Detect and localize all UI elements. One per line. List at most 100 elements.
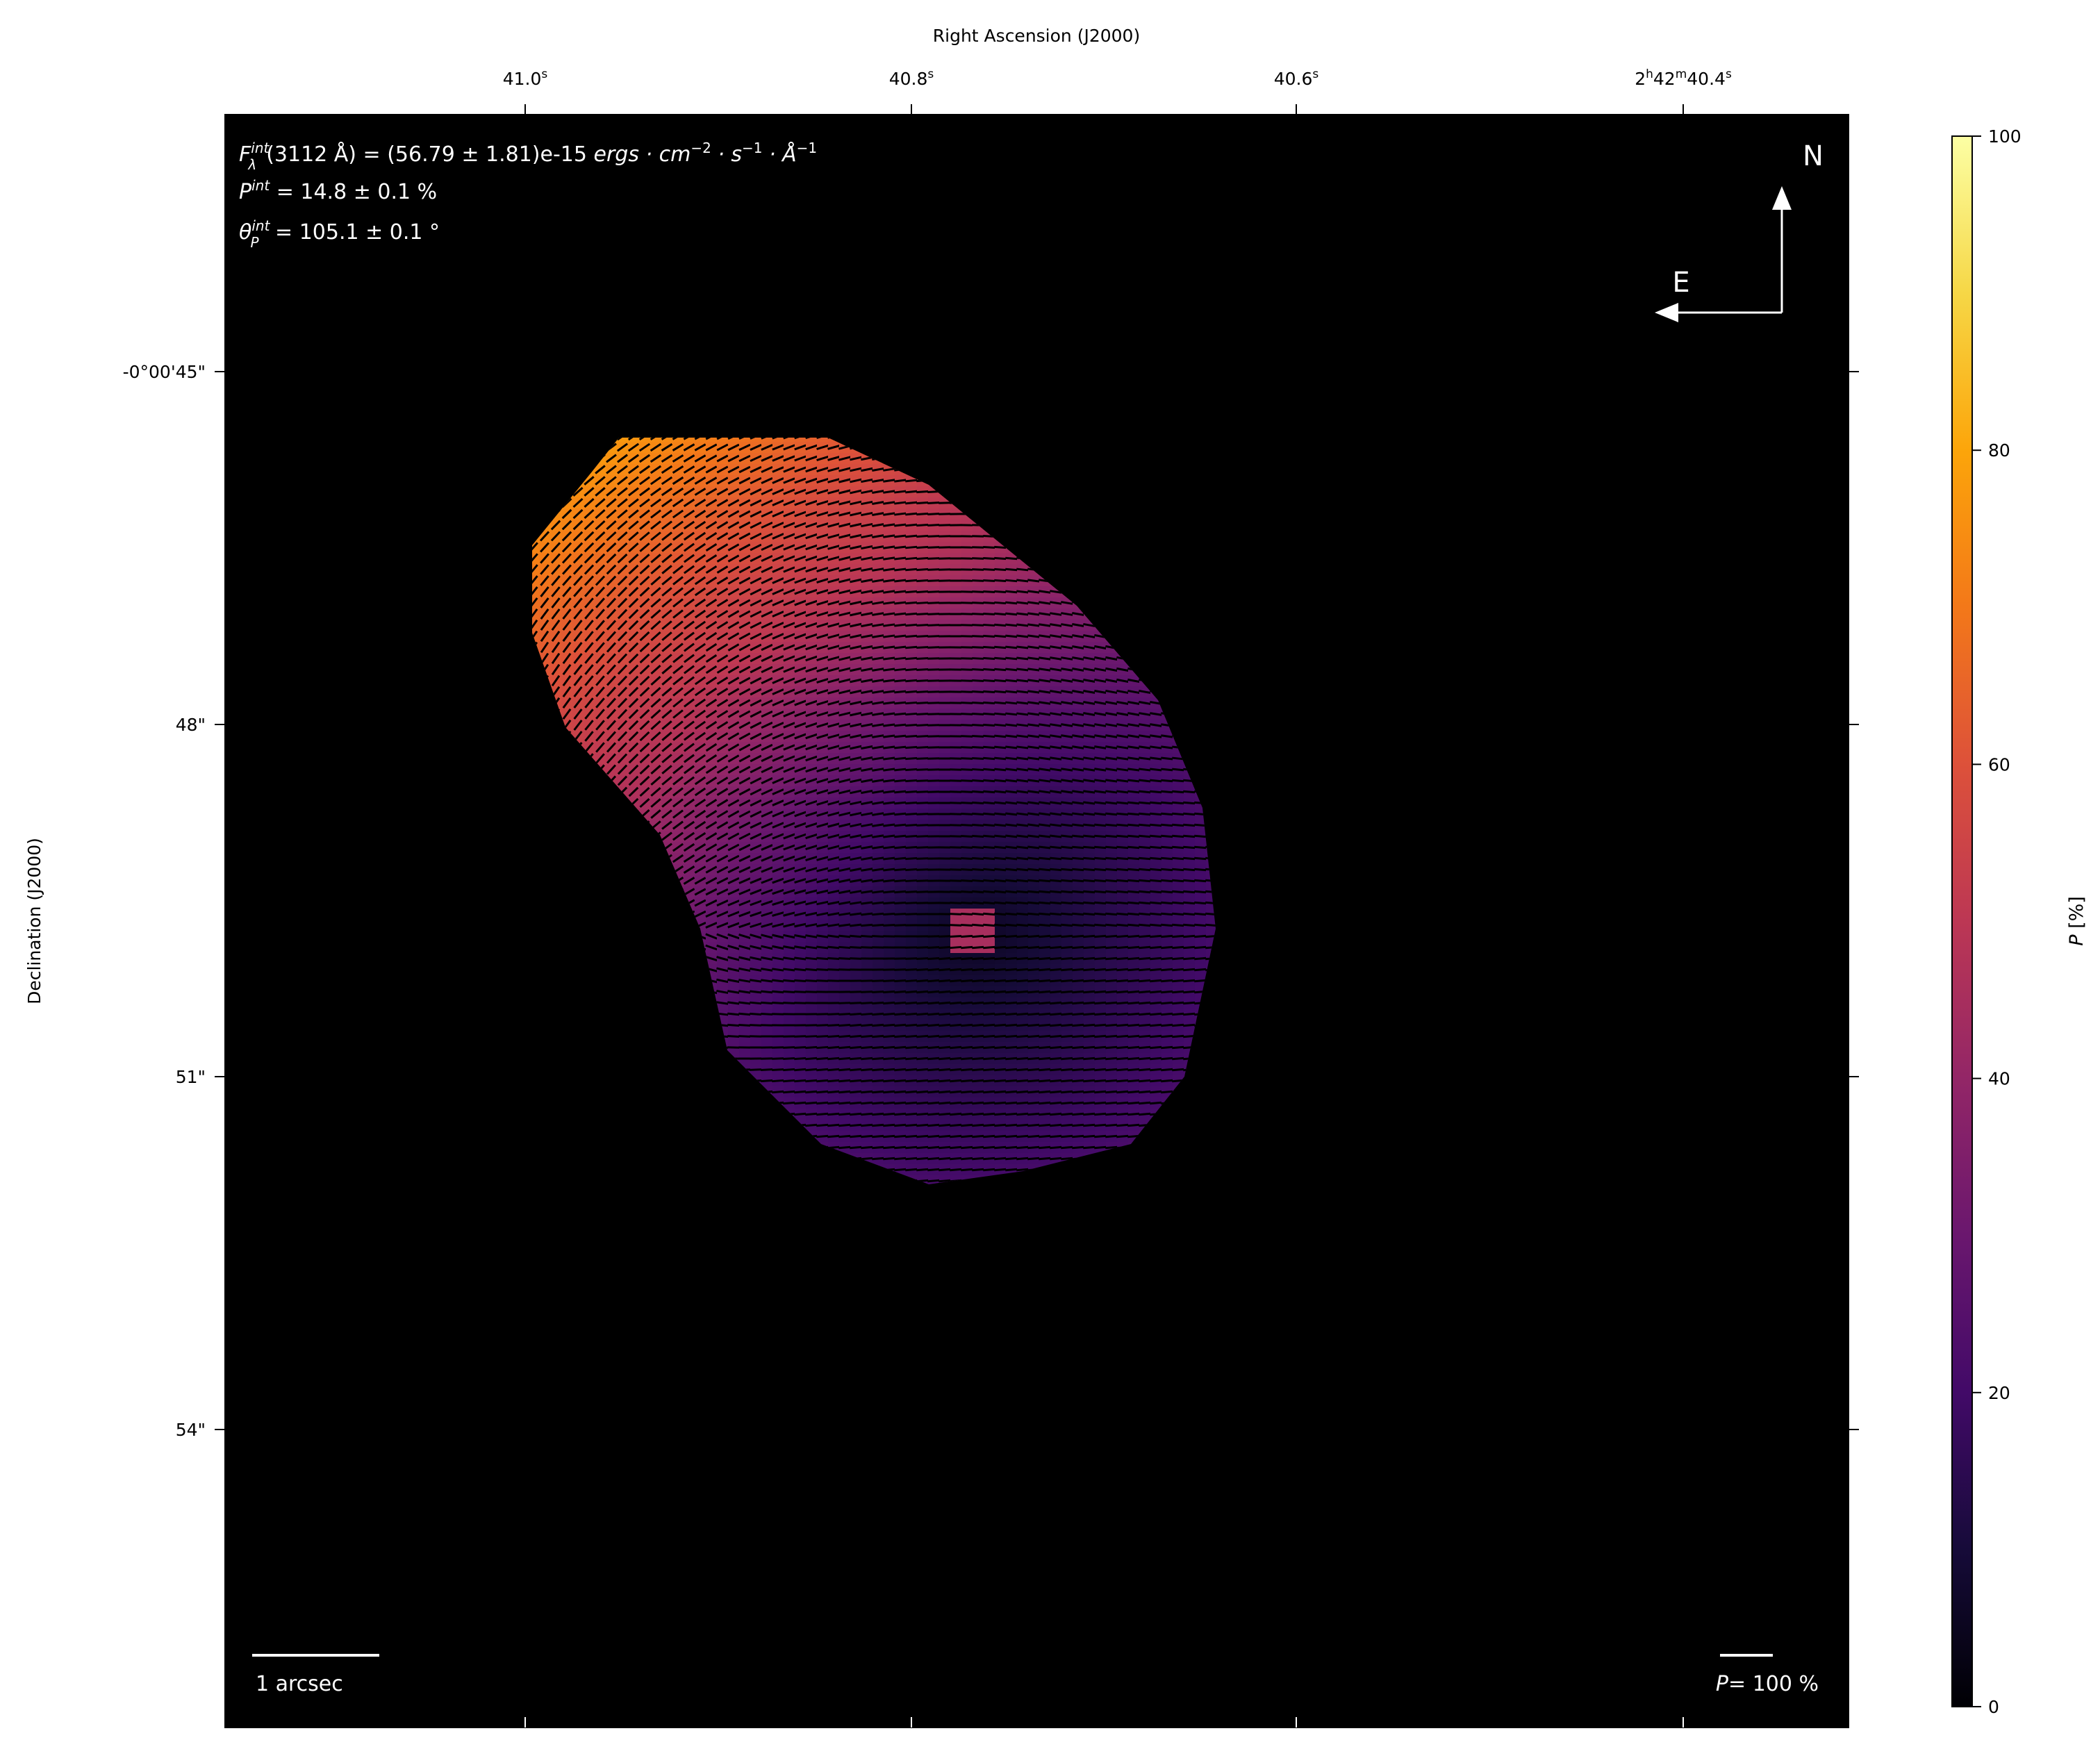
pol-vector bbox=[783, 488, 795, 495]
pol-vector bbox=[950, 846, 962, 849]
pol-vector bbox=[561, 520, 572, 531]
pol-vector bbox=[916, 579, 929, 583]
pol-vector bbox=[772, 555, 784, 562]
pol-vector bbox=[916, 824, 929, 827]
pol-vector bbox=[1016, 768, 1029, 772]
pol-vector bbox=[827, 567, 840, 572]
pol-vector bbox=[816, 477, 829, 484]
pol-vector bbox=[628, 487, 639, 497]
pol-vector bbox=[694, 454, 706, 463]
pol-vector bbox=[994, 656, 1007, 661]
pol-vector bbox=[994, 768, 1007, 772]
pol-vector bbox=[939, 524, 951, 527]
pol-vector bbox=[584, 564, 595, 575]
pol-vector bbox=[1183, 790, 1196, 794]
pol-vector bbox=[1094, 801, 1107, 805]
pol-vector bbox=[1139, 790, 1151, 794]
pol-vector bbox=[705, 465, 718, 474]
pol-cell bbox=[795, 438, 806, 442]
pol-vector bbox=[1005, 690, 1018, 694]
pol-vector bbox=[927, 535, 940, 538]
pol-vector bbox=[794, 444, 807, 451]
pol-vector bbox=[572, 497, 584, 508]
pol-vector bbox=[617, 498, 628, 508]
pol-vector bbox=[606, 564, 617, 575]
pol-vector bbox=[894, 679, 907, 683]
pol-vector bbox=[1005, 779, 1018, 783]
pol-vector bbox=[838, 533, 851, 539]
pol-vector bbox=[927, 613, 940, 615]
pol-vector bbox=[694, 520, 706, 530]
pol-vector bbox=[983, 557, 995, 560]
pol-vector bbox=[750, 488, 762, 496]
pol-vector bbox=[639, 487, 650, 497]
pol-vector bbox=[761, 510, 773, 518]
pol-vector bbox=[727, 565, 740, 574]
pol-vector bbox=[572, 553, 584, 564]
pol-vector bbox=[816, 488, 829, 495]
pol-vector bbox=[1050, 601, 1062, 605]
pol-vector bbox=[872, 556, 884, 561]
pol-vector bbox=[1150, 779, 1162, 783]
pol-vector bbox=[761, 532, 773, 540]
pol-cell bbox=[628, 438, 639, 442]
pol-vector bbox=[1127, 812, 1140, 816]
pol-vector bbox=[639, 564, 650, 575]
pol-vector bbox=[927, 524, 940, 527]
pol-vector bbox=[905, 690, 918, 694]
pol-vector bbox=[894, 601, 907, 605]
pol-vector bbox=[1005, 712, 1018, 716]
pol-vector bbox=[606, 454, 617, 463]
pol-vector bbox=[927, 635, 940, 638]
pol-vector bbox=[1172, 779, 1184, 783]
pol-vector bbox=[983, 790, 995, 794]
pol-vector bbox=[1061, 856, 1073, 861]
pol-vector bbox=[683, 542, 695, 552]
pol-vector bbox=[1005, 668, 1018, 672]
pol-vector bbox=[794, 533, 807, 540]
pol-vector bbox=[628, 553, 639, 564]
pol-vector bbox=[838, 467, 851, 472]
pol-vector bbox=[705, 554, 718, 563]
pol-vector bbox=[972, 624, 984, 627]
pol-vector bbox=[761, 521, 773, 529]
pol-vector bbox=[872, 567, 884, 572]
pol-vector bbox=[983, 845, 995, 850]
pol-vector bbox=[750, 599, 762, 607]
pol-vector bbox=[805, 466, 818, 473]
pol-cell bbox=[684, 438, 695, 442]
pol-vector bbox=[827, 578, 840, 583]
pol-vector bbox=[905, 779, 918, 783]
pol-vector bbox=[894, 623, 907, 627]
pol-vector bbox=[705, 499, 718, 507]
pol-vector bbox=[628, 465, 639, 474]
pol-vector bbox=[617, 575, 628, 586]
pol-vector bbox=[827, 522, 840, 528]
pol-vector bbox=[540, 597, 549, 608]
pol-vector bbox=[883, 479, 895, 483]
pol-vector bbox=[738, 554, 751, 563]
pol-vector bbox=[916, 813, 929, 815]
pol-vector bbox=[738, 577, 751, 585]
pol-vector bbox=[783, 533, 795, 540]
pol-vector bbox=[761, 577, 773, 585]
pol-vector bbox=[672, 531, 684, 541]
pol-vector bbox=[1016, 656, 1029, 661]
pol-vector bbox=[727, 454, 740, 463]
pol-cell bbox=[617, 438, 628, 442]
pol-vector bbox=[1039, 856, 1051, 861]
pol-vector bbox=[572, 520, 584, 531]
pol-vector bbox=[827, 533, 840, 539]
pol-vector bbox=[838, 511, 851, 517]
pol-vector bbox=[816, 455, 829, 462]
pol-vector bbox=[1061, 834, 1073, 838]
pol-vector bbox=[816, 555, 829, 562]
pol-vector bbox=[850, 567, 862, 572]
pol-vector bbox=[1172, 801, 1184, 805]
pol-cell bbox=[532, 586, 539, 597]
pol-vector bbox=[1039, 601, 1051, 605]
pol-vector bbox=[950, 835, 962, 838]
pol-vector bbox=[584, 575, 595, 586]
pol-vector bbox=[595, 531, 606, 542]
pol-vector bbox=[1083, 834, 1096, 838]
